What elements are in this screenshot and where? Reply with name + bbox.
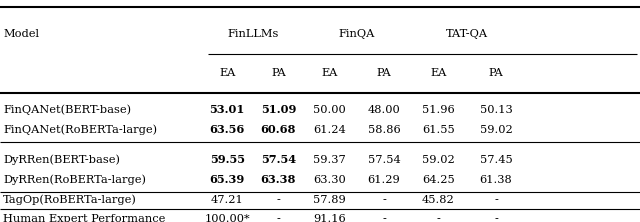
Text: 59.02: 59.02 bbox=[422, 155, 455, 165]
Text: 61.55: 61.55 bbox=[422, 125, 455, 135]
Text: 59.55: 59.55 bbox=[210, 154, 244, 165]
Text: -: - bbox=[276, 195, 280, 205]
Text: EA: EA bbox=[321, 68, 338, 78]
Text: 50.00: 50.00 bbox=[313, 105, 346, 115]
Text: 61.38: 61.38 bbox=[479, 175, 513, 185]
Text: 48.00: 48.00 bbox=[367, 105, 401, 115]
Text: 58.86: 58.86 bbox=[367, 125, 401, 135]
Text: FinQA: FinQA bbox=[339, 29, 375, 40]
Text: -: - bbox=[494, 214, 498, 222]
Text: 60.68: 60.68 bbox=[260, 124, 296, 135]
Text: 57.45: 57.45 bbox=[479, 155, 513, 165]
Text: DyRRen(BERT-base): DyRRen(BERT-base) bbox=[3, 155, 120, 165]
Text: Human Expert Performance: Human Expert Performance bbox=[3, 214, 166, 222]
Text: TAT-QA: TAT-QA bbox=[446, 29, 488, 40]
Text: 61.24: 61.24 bbox=[313, 125, 346, 135]
Text: Model: Model bbox=[3, 29, 39, 40]
Text: 63.56: 63.56 bbox=[209, 124, 245, 135]
Text: 51.09: 51.09 bbox=[260, 104, 296, 115]
Text: 53.01: 53.01 bbox=[209, 104, 245, 115]
Text: PA: PA bbox=[271, 68, 286, 78]
Text: 45.82: 45.82 bbox=[422, 195, 455, 205]
Text: -: - bbox=[276, 214, 280, 222]
Text: 59.02: 59.02 bbox=[479, 125, 513, 135]
Text: EA: EA bbox=[219, 68, 236, 78]
Text: -: - bbox=[494, 195, 498, 205]
Text: TagOp(RoBERTa-large): TagOp(RoBERTa-large) bbox=[3, 194, 137, 205]
Text: FinLLMs: FinLLMs bbox=[227, 29, 278, 40]
Text: PA: PA bbox=[488, 68, 504, 78]
Text: 47.21: 47.21 bbox=[211, 195, 244, 205]
Text: -: - bbox=[382, 214, 386, 222]
Text: 64.25: 64.25 bbox=[422, 175, 455, 185]
Text: 63.30: 63.30 bbox=[313, 175, 346, 185]
Text: 63.38: 63.38 bbox=[260, 174, 296, 185]
Text: 65.39: 65.39 bbox=[209, 174, 245, 185]
Text: 51.96: 51.96 bbox=[422, 105, 455, 115]
Text: 50.13: 50.13 bbox=[479, 105, 513, 115]
Text: DyRRen(RoBERTa-large): DyRRen(RoBERTa-large) bbox=[3, 174, 146, 185]
Text: 57.89: 57.89 bbox=[313, 195, 346, 205]
Text: -: - bbox=[382, 195, 386, 205]
Text: FinQANet(BERT-base): FinQANet(BERT-base) bbox=[3, 105, 131, 115]
Text: 57.54: 57.54 bbox=[367, 155, 401, 165]
Text: 100.00*: 100.00* bbox=[204, 214, 250, 222]
Text: EA: EA bbox=[430, 68, 447, 78]
Text: 59.37: 59.37 bbox=[313, 155, 346, 165]
Text: -: - bbox=[436, 214, 440, 222]
Text: 91.16: 91.16 bbox=[313, 214, 346, 222]
Text: PA: PA bbox=[376, 68, 392, 78]
Text: 61.29: 61.29 bbox=[367, 175, 401, 185]
Text: FinQANet(RoBERTa-large): FinQANet(RoBERTa-large) bbox=[3, 125, 157, 135]
Text: 57.54: 57.54 bbox=[261, 154, 296, 165]
